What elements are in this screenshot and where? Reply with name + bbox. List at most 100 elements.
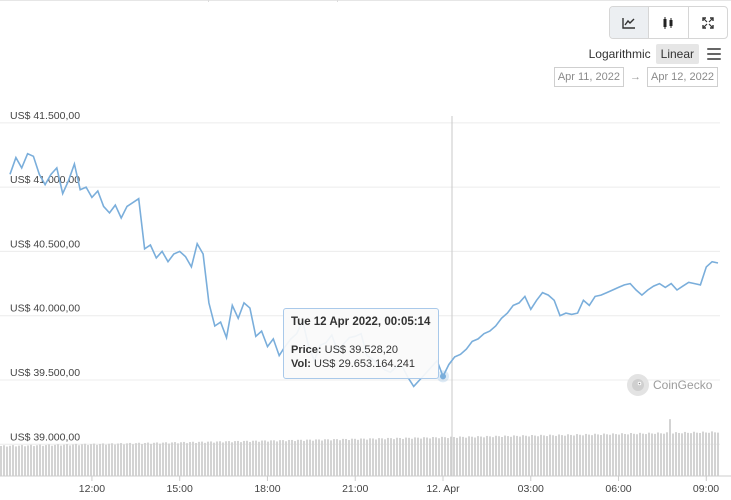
volume-bar (411, 438, 413, 476)
y-tick-label: US$ 41.000,00 (10, 174, 80, 186)
volume-bar (699, 432, 701, 476)
volume-bar (465, 437, 467, 476)
volume-bar (387, 437, 389, 476)
volume-bar (708, 432, 710, 476)
volume-bar (27, 445, 29, 476)
volume-bar (69, 445, 71, 476)
volume-bar (99, 443, 101, 476)
volume-bar (414, 437, 416, 476)
volume-bar (570, 434, 572, 476)
date-from-input[interactable]: Apr 11, 2022 (553, 67, 624, 87)
volume-bar (120, 443, 122, 476)
volume-bar (381, 438, 383, 476)
volume-bar (36, 445, 38, 476)
volume-bar (108, 443, 110, 476)
volume-bar (612, 433, 614, 476)
x-axis-labels: 12:00 15:00 18:00 21:00 12. Apr 03:00 06:00 09:… (79, 476, 719, 495)
volume-bar (45, 445, 47, 476)
volume-bar (567, 434, 569, 476)
y-tick-label: US$ 39.500,00 (10, 367, 80, 379)
volume-bar (531, 435, 533, 476)
volume-bar (345, 438, 347, 476)
volume-bar (150, 443, 152, 476)
candlestick-chart-button[interactable] (649, 7, 689, 38)
volume-bar (672, 433, 674, 476)
date-to-input[interactable]: Apr 12, 2022 (647, 67, 718, 87)
volume-bar (435, 437, 437, 476)
volume-bar (645, 434, 647, 476)
y-tick-label: US$ 41.500,00 (10, 110, 80, 122)
volume-bar (516, 435, 518, 476)
volume-bar (90, 444, 92, 476)
volume-bar (474, 437, 476, 476)
volume-bar (351, 438, 353, 476)
volume-bar (390, 438, 392, 476)
volume-bar (555, 435, 557, 476)
volume-bar (300, 439, 302, 476)
volume-bar (429, 438, 431, 476)
volume-bar (177, 443, 179, 476)
hover-dot (439, 373, 446, 380)
volume-bar (249, 441, 251, 476)
volume-bar (447, 438, 449, 476)
tooltip-date: Tue 12 Apr 2022, 00:05:14 (291, 316, 431, 328)
volume-bar (360, 438, 362, 476)
tab-divider (337, 0, 338, 2)
volume-bar (714, 432, 716, 476)
volume-bar (438, 438, 440, 476)
date-range-arrow: → (630, 71, 641, 83)
volume-bar (678, 432, 680, 476)
volume-bar (687, 432, 689, 476)
volume-bar (282, 440, 284, 476)
volume-bar (171, 442, 173, 476)
volume-bar (204, 442, 206, 476)
volume-bar (15, 446, 17, 476)
line-chart-icon (622, 17, 636, 29)
volume-bar (654, 433, 656, 476)
volume-bar (135, 443, 137, 476)
volume-bar (552, 435, 554, 476)
volume-bar (276, 441, 278, 476)
volume-bar (180, 442, 182, 476)
volume-bar (405, 437, 407, 476)
volume-bar (357, 439, 359, 476)
volume-bar (42, 445, 44, 476)
volume-bar (123, 444, 125, 476)
volume-bar (549, 434, 551, 476)
volume-bar (309, 439, 311, 476)
date-range-selector: Apr 11, 2022 → Apr 12, 2022 (553, 67, 718, 87)
volume-bar (78, 445, 80, 476)
fullscreen-button[interactable] (689, 7, 727, 38)
volume-bar (408, 437, 410, 476)
volume-bar (54, 444, 56, 476)
volume-bar (711, 431, 713, 476)
coingecko-watermark: CoinGecko (627, 374, 712, 396)
gecko-logo-icon (627, 374, 649, 396)
watermark-text: CoinGecko (653, 378, 713, 392)
volume-bar (366, 439, 368, 476)
volume-bar (594, 433, 596, 476)
logarithmic-scale-option[interactable]: Logarithmic (588, 47, 651, 61)
expand-icon (702, 16, 714, 29)
volume-bar (690, 433, 692, 476)
volume-bar (126, 443, 128, 476)
volume-bar (666, 432, 668, 476)
volume-bar (639, 432, 641, 476)
volume-bar (420, 438, 422, 476)
volume-bar (630, 433, 632, 476)
line-chart-button[interactable] (610, 7, 650, 38)
linear-scale-option[interactable]: Linear (655, 44, 699, 64)
volume-bar (705, 432, 707, 476)
volume-bar (273, 440, 275, 476)
hamburger-menu-icon[interactable] (707, 48, 721, 60)
volume-bar (450, 436, 452, 476)
volume-bar (333, 439, 335, 476)
volume-bar (219, 441, 221, 476)
volume-bar (453, 437, 455, 476)
volume-bar (399, 438, 401, 476)
volume-bar (264, 440, 266, 476)
volume-bar (384, 439, 386, 476)
volume-bar (159, 443, 161, 476)
volume-bar (495, 435, 497, 476)
